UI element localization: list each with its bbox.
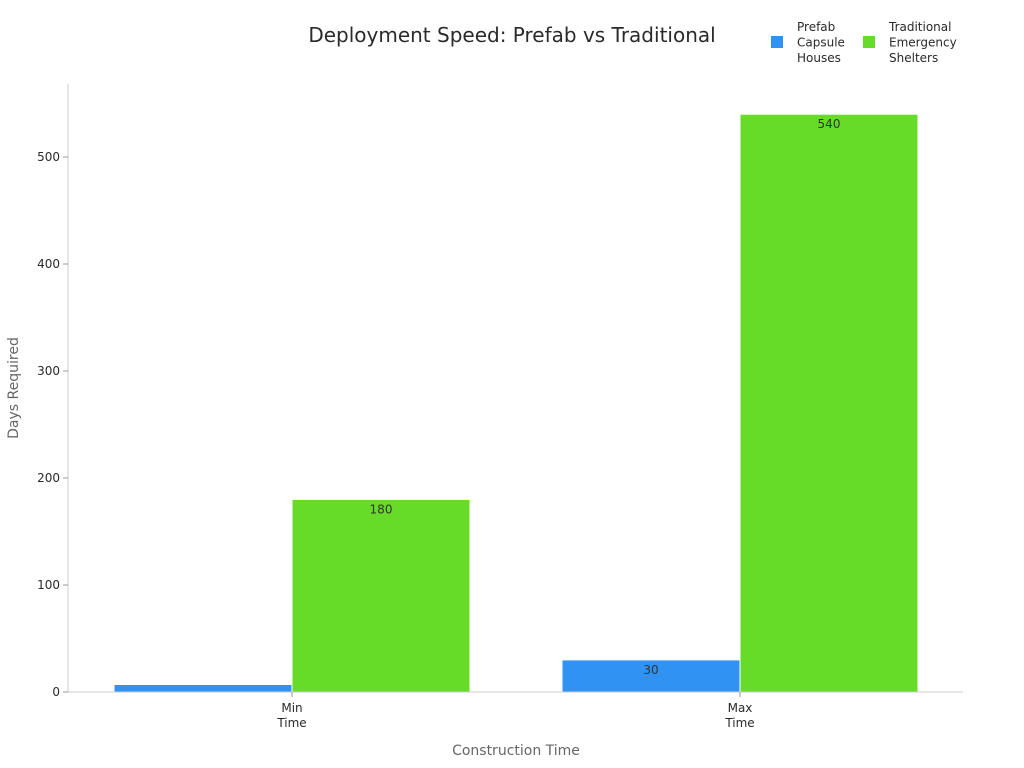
x-axis-title: Construction Time [452, 743, 580, 759]
y-tick-label: 400 [37, 257, 60, 271]
legend-label: Traditional [888, 20, 951, 34]
bar-traditional-min [291, 498, 471, 693]
x-tick-label: Min [281, 701, 302, 715]
bar-traditional-max [739, 113, 919, 693]
legend-label: Houses [797, 51, 841, 65]
y-tick-label: 300 [37, 364, 60, 378]
y-axis-ticks: 0 100 200 300 400 500 [37, 150, 68, 699]
legend-label: Prefab [797, 20, 835, 34]
x-tick-label: Time [724, 716, 754, 730]
chart-title: Deployment Speed: Prefab vs Traditional [308, 23, 715, 47]
x-tick-label: Time [276, 716, 306, 730]
data-label: 180 [370, 502, 393, 516]
data-label: 540 [818, 117, 841, 131]
legend-label: Emergency [889, 36, 957, 50]
y-tick-label: 0 [52, 685, 60, 699]
legend-label: Capsule [797, 36, 845, 50]
y-tick-label: 200 [37, 471, 60, 485]
legend-swatch-traditional [863, 36, 875, 48]
plot-area: 30 180 540 [113, 113, 919, 693]
data-label: 30 [643, 663, 658, 677]
x-tick-label: Max [728, 701, 753, 715]
y-tick-label: 100 [37, 578, 60, 592]
legend-swatch-prefab [771, 36, 783, 48]
y-tick-label: 500 [37, 150, 60, 164]
bar-prefab-min [113, 684, 293, 693]
legend-label: Shelters [889, 51, 938, 65]
y-axis-title: Days Required [6, 337, 22, 439]
bar-prefab-max [561, 659, 741, 693]
